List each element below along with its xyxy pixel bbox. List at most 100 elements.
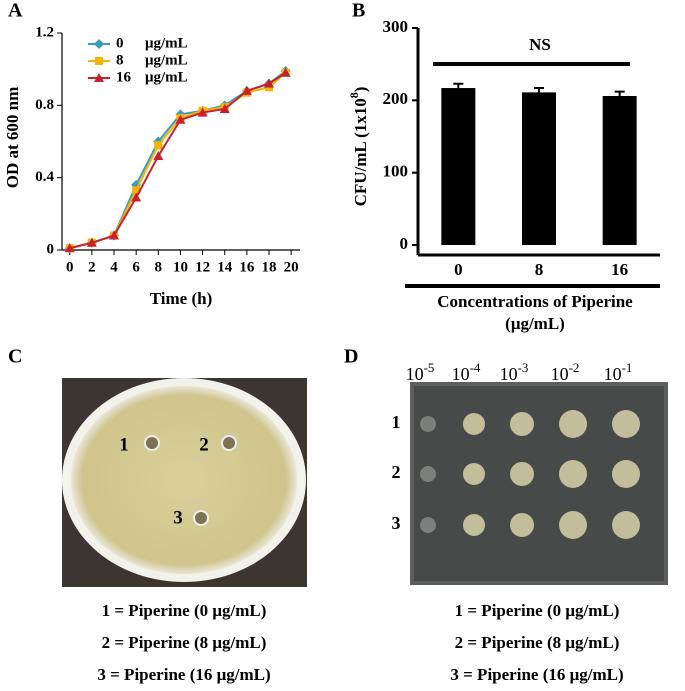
y-tick-label: 0 — [47, 241, 55, 257]
well-label: 2 — [199, 434, 209, 455]
spots — [420, 410, 640, 539]
legend-marker — [94, 73, 104, 82]
x-tick-label: 8 — [535, 260, 544, 279]
legend-label: 0 — [116, 35, 124, 51]
x-tick-label: 10 — [173, 259, 188, 275]
x-tick-label: 4 — [110, 259, 118, 275]
legend-label: 16 — [116, 69, 132, 85]
legend-marker — [94, 39, 104, 49]
spot — [510, 412, 534, 436]
spot — [463, 413, 485, 435]
well — [193, 510, 209, 526]
x-tick-label: 16 — [611, 260, 628, 279]
x-axis-label: Time (h) — [150, 289, 213, 308]
x-tick-label: 0 — [66, 259, 74, 275]
bar — [522, 92, 556, 245]
spot — [510, 513, 534, 537]
x-tick-label: 14 — [217, 259, 233, 275]
caption: 1 = Piperine (0 μg/mL) — [102, 601, 267, 620]
data-point — [86, 237, 97, 247]
data-point — [154, 141, 163, 150]
dilution-base: 10 — [452, 364, 470, 384]
legend-marker — [95, 57, 103, 65]
x-axis-label: Concentrations of Piperine — [437, 292, 633, 311]
x-tick-label: 16 — [239, 259, 255, 275]
x-tick-label: 20 — [284, 259, 299, 275]
y-tick-label: 1.2 — [35, 24, 54, 40]
dilution-exponent: -5 — [424, 360, 435, 375]
spot — [420, 466, 436, 482]
well — [144, 435, 160, 451]
legend-label: 8 — [116, 52, 124, 68]
data-point — [153, 150, 164, 160]
data-point — [175, 114, 186, 124]
x-axis-label: (μg/mL) — [505, 314, 565, 333]
error-bar — [614, 90, 625, 96]
spot — [420, 517, 436, 533]
series-line — [69, 70, 287, 250]
spot — [612, 511, 640, 539]
dilution-exponent: -4 — [470, 360, 481, 375]
x-tick-label: 8 — [155, 259, 163, 275]
data-point — [197, 107, 208, 117]
dilution-label: 10-4 — [452, 360, 481, 384]
spot — [463, 463, 485, 485]
y-tick-label: 200 — [383, 89, 409, 108]
caption: 3 = Piperine (16 μg/mL) — [97, 665, 270, 684]
spot — [612, 460, 640, 488]
spot — [559, 460, 587, 488]
legend-unit: μg/mL — [145, 35, 188, 51]
y-tick-label: 0 — [400, 234, 409, 253]
data-point — [264, 78, 275, 88]
x-tick-label: 12 — [195, 259, 210, 275]
data-point — [241, 85, 252, 95]
dilution-exponent: -1 — [622, 360, 633, 375]
spot — [510, 462, 534, 486]
y-axis-label: OD at 600 nm — [3, 87, 22, 189]
data-point — [109, 230, 120, 240]
x-tick-label: 18 — [262, 259, 277, 275]
legend-unit: μg/mL — [145, 52, 188, 68]
dilution-label: 10-3 — [500, 360, 529, 384]
spot — [559, 410, 587, 438]
y-label-close: ) — [351, 87, 370, 93]
annotation: NS — [529, 35, 551, 54]
dilution-base: 10 — [406, 364, 424, 384]
x-tick-label: 2 — [88, 259, 96, 275]
bar — [441, 88, 476, 245]
error-bar — [453, 82, 464, 89]
dilution-base: 10 — [604, 364, 622, 384]
y-tick-label: 100 — [383, 162, 409, 181]
data-point — [64, 243, 75, 253]
x-tick-label: 6 — [132, 259, 140, 275]
row-label: 2 — [392, 462, 401, 482]
plate-agar — [71, 386, 297, 574]
row-label: 3 — [392, 513, 401, 533]
well-label: 3 — [173, 507, 183, 528]
caption: 2 = Piperine (8 μg/mL) — [102, 633, 267, 652]
panel-letter: C — [8, 346, 22, 368]
dilution-exponent: -3 — [518, 360, 529, 375]
panel-letter: B — [352, 0, 365, 22]
caption: 2 = Piperine (8 μg/mL) — [455, 633, 620, 652]
dilution-base: 10 — [500, 364, 518, 384]
well — [221, 435, 237, 451]
error-bar — [534, 87, 544, 93]
dilution-label: 10-2 — [551, 360, 580, 384]
y-label-sup: 8 — [347, 92, 361, 98]
dilution-base: 10 — [551, 364, 569, 384]
spot — [463, 514, 485, 536]
y-tick-label: 300 — [383, 17, 409, 36]
spot — [612, 410, 640, 438]
legend-unit: μg/mL — [145, 69, 188, 85]
data-point — [131, 192, 142, 202]
series-line — [69, 71, 287, 250]
dilution-exponent: -2 — [569, 360, 580, 375]
x-tick-label: 0 — [454, 260, 463, 279]
y-tick-label: 0.4 — [35, 169, 54, 185]
data-point — [219, 103, 230, 113]
well-label: 1 — [119, 434, 129, 455]
dilution-label: 10-1 — [604, 360, 633, 384]
y-tick-label: 0.8 — [35, 97, 54, 113]
caption: 1 = Piperine (0 μg/mL) — [455, 601, 620, 620]
